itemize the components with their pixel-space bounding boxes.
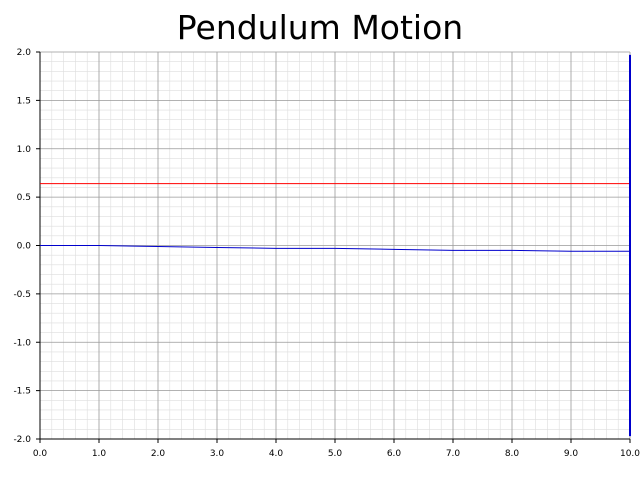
x-tick-label: 9.0 — [564, 449, 579, 459]
x-tick-label: 4.0 — [269, 449, 284, 459]
x-tick-label: 1.0 — [92, 449, 107, 459]
y-tick-label: -1.0 — [13, 338, 31, 348]
y-tick-label: 2.0 — [17, 48, 32, 58]
y-tick-label: -1.5 — [13, 387, 31, 397]
x-tick-label: 2.0 — [151, 449, 166, 459]
y-tick-label: 1.5 — [17, 96, 31, 106]
y-tick-label: 0.5 — [17, 193, 31, 203]
axes — [36, 51, 631, 443]
x-tick-label: 7.0 — [446, 449, 461, 459]
x-tick-label: 8.0 — [505, 449, 520, 459]
x-tick-label: 5.0 — [328, 449, 343, 459]
x-tick-labels: 0.0 1.0 2.0 3.0 4.0 5.0 6.0 7.0 8.0 9.0 10.0 — [33, 449, 640, 459]
y-tick-labels: 2.0 1.5 1.0 0.5 0.0 -0.5 -1.0 -1.5 -2.0 — [13, 48, 31, 445]
x-tick-label: 10.0 — [620, 449, 640, 459]
y-tick-label: 0.0 — [17, 242, 32, 252]
series-layer — [40, 54, 631, 437]
major-gridlines — [39, 51, 631, 440]
y-tick-label: 1.0 — [17, 145, 32, 155]
y-tick-label: -0.5 — [13, 290, 31, 300]
chart-title: Pendulum Motion — [176, 8, 464, 47]
x-tick-label: 0.0 — [33, 449, 48, 459]
x-tick-label: 3.0 — [210, 449, 225, 459]
pendulum-angle-line — [40, 245, 630, 252]
x-tick-label: 6.0 — [387, 449, 402, 459]
y-tick-label: -2.0 — [13, 435, 31, 445]
